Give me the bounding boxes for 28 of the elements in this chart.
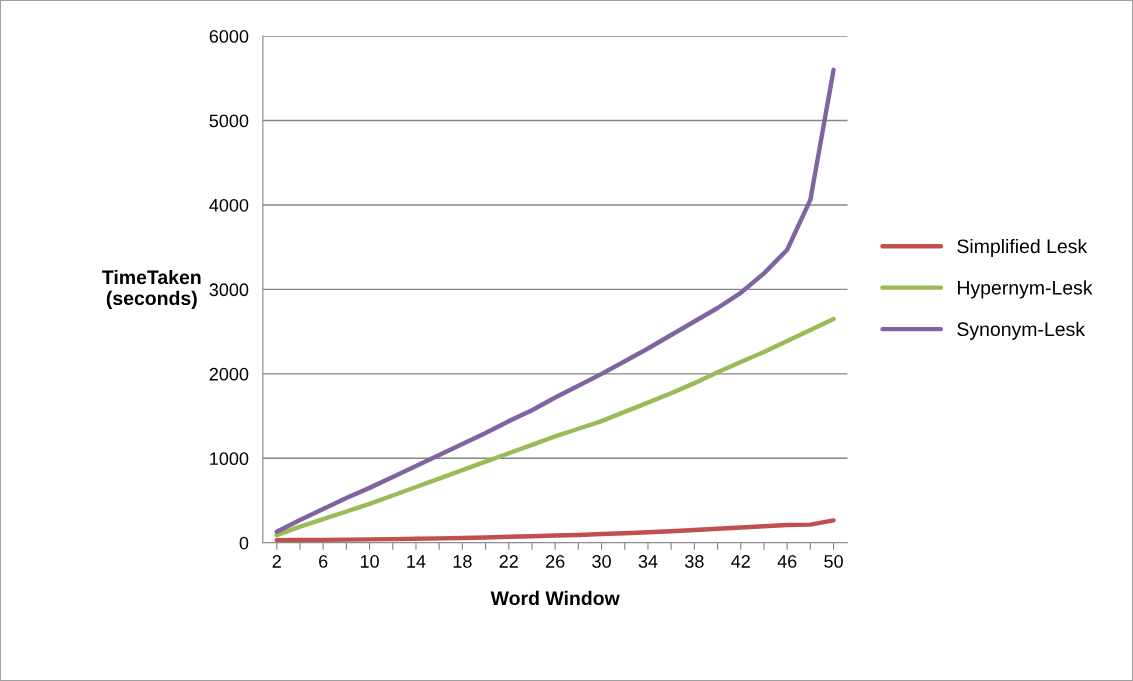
x-tick-label: 14 <box>407 555 426 568</box>
x-tick-label: 6 <box>319 555 328 568</box>
legend-label: Simplified Lesk <box>957 238 1088 258</box>
x-tick-label: 26 <box>546 555 565 568</box>
x-tick-label: 2 <box>272 555 281 568</box>
x-tick-label: 18 <box>453 555 472 568</box>
y-axis-title: TimeTaken (seconds) <box>102 269 201 309</box>
x-tick-label: 46 <box>777 555 797 568</box>
y-tick-label: 0 <box>239 536 249 550</box>
y-tick-label: 3000 <box>209 283 249 297</box>
x-tick-label: 42 <box>731 555 750 568</box>
x-tick-label: 34 <box>638 555 658 568</box>
x-tick-label: 30 <box>592 555 611 568</box>
line-series <box>274 67 836 534</box>
legend-label: Hypernym-Lesk <box>958 280 1093 299</box>
line-series <box>274 518 836 543</box>
y-tick-label: 5000 <box>209 114 249 128</box>
x-tick-label: 38 <box>685 555 704 568</box>
y-tick-label: 4000 <box>209 198 249 212</box>
x-tick-label: 22 <box>499 555 518 568</box>
line-series <box>274 316 836 538</box>
y-tick-label: 2000 <box>209 367 249 381</box>
y-tick-label: 6000 <box>209 30 249 43</box>
legend-label: Synonym-Lesk <box>957 321 1086 340</box>
x-axis-title: Word Window <box>490 590 620 606</box>
y-tick-label: 1000 <box>210 452 249 466</box>
x-tick-label: 50 <box>824 555 843 568</box>
x-tick-label: 10 <box>360 555 379 568</box>
